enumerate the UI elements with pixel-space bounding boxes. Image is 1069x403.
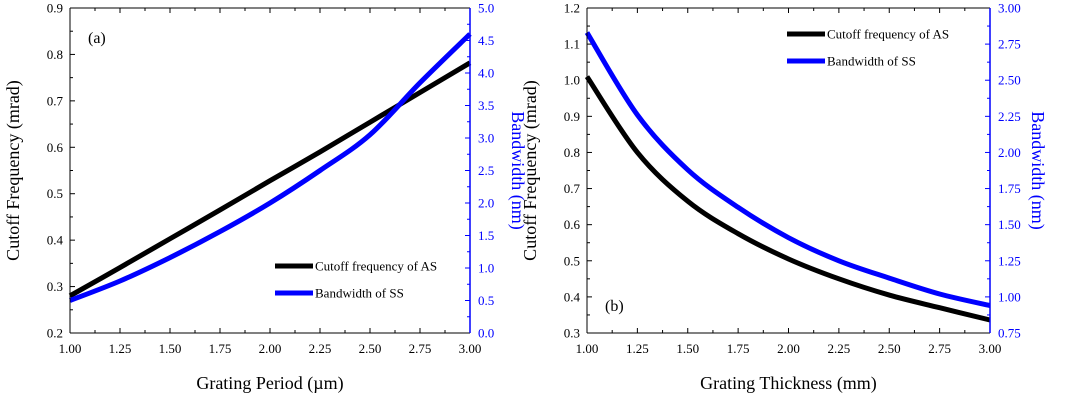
x-tick-label: 1.25 xyxy=(109,341,132,356)
y-tick-label: 0.9 xyxy=(564,109,580,124)
y-axis-title: Cutoff Frequency (mrad) xyxy=(520,80,541,261)
y-tick-label: 1.0 xyxy=(564,73,580,88)
y-tick-label: 0.9 xyxy=(47,1,63,16)
y-tick-label: 0.5 xyxy=(47,186,63,201)
x-tick-label: 2.50 xyxy=(359,341,382,356)
x-axis-title: Grating Thickness (mm) xyxy=(700,373,877,394)
y2-tick-label: 0.0 xyxy=(478,326,494,341)
y2-tick-label: 4.5 xyxy=(478,33,494,48)
series-line-1 xyxy=(584,75,991,323)
y-tick-label: 0.2 xyxy=(47,326,63,341)
y2-tick-label: 1.00 xyxy=(998,289,1021,304)
x-tick-label: 2.25 xyxy=(309,341,332,356)
y-tick-label: 0.6 xyxy=(47,140,64,155)
x-tick-label: 2.75 xyxy=(409,341,432,356)
y-tick-label: 0.4 xyxy=(564,289,581,304)
y-tick-label: 1.1 xyxy=(564,37,580,52)
x-tick-label: 1.50 xyxy=(676,341,699,356)
x-tick-label: 1.75 xyxy=(727,341,750,356)
x-axis-title: Grating Period (µm) xyxy=(196,373,343,394)
y-tick-label: 0.6 xyxy=(564,217,581,232)
y-tick-label: 0.8 xyxy=(564,145,580,160)
x-tick-label: 1.25 xyxy=(626,341,649,356)
y2-tick-label: 5.0 xyxy=(478,1,494,16)
y2-tick-label: 2.0 xyxy=(478,196,494,211)
y2-tick-label: 3.0 xyxy=(478,131,494,146)
y2-tick-label: 1.50 xyxy=(998,217,1021,232)
y2-axis-title: Bandwidth (nm) xyxy=(1027,111,1048,230)
y2-tick-label: 1.25 xyxy=(998,253,1021,268)
y2-tick-label: 0.75 xyxy=(998,326,1021,341)
x-tick-label: 2.00 xyxy=(777,341,800,356)
y-tick-label: 0.5 xyxy=(564,253,580,268)
x-tick-label: 1.00 xyxy=(576,341,599,356)
y2-axis-title: Bandwidth (nm) xyxy=(507,111,528,230)
y2-tick-label: 3.00 xyxy=(998,1,1021,16)
y-axis-title: Cutoff Frequency (mrad) xyxy=(3,80,24,261)
x-tick-label: 3.00 xyxy=(459,341,482,356)
x-tick-label: 3.00 xyxy=(979,341,1002,356)
y2-tick-label: 2.5 xyxy=(478,163,494,178)
legend-label: Bandwidth of SS xyxy=(827,54,916,69)
x-tick-label: 2.00 xyxy=(259,341,282,356)
y2-tick-label: 2.50 xyxy=(998,73,1021,88)
x-tick-label: 1.50 xyxy=(159,341,182,356)
y2-tick-label: 3.5 xyxy=(478,98,494,113)
y2-tick-label: 2.25 xyxy=(998,109,1021,124)
y2-tick-label: 1.0 xyxy=(478,261,494,276)
panel-label: (a) xyxy=(88,30,106,47)
y2-tick-label: 4.0 xyxy=(478,66,494,81)
chart-panel-1: 1.00 1.25 1.50 1.75 2.00 2.25 2.50 2.75 3.00 0.2 0… xyxy=(3,1,528,395)
y2-tick-label: 1.5 xyxy=(478,228,494,243)
y2-tick-label: 1.75 xyxy=(998,181,1021,196)
y-tick-label: 1.2 xyxy=(564,1,580,16)
x-tick-label: 2.75 xyxy=(928,341,951,356)
panel-label: (b) xyxy=(605,298,624,315)
series-line-2 xyxy=(69,32,472,303)
x-tick-label: 2.25 xyxy=(828,341,851,356)
y-tick-label: 0.4 xyxy=(47,233,64,248)
x-tick-label: 1.00 xyxy=(59,341,82,356)
y-tick-label: 0.3 xyxy=(564,326,580,341)
y-tick-label: 0.3 xyxy=(47,279,63,294)
y-tick-label: 0.7 xyxy=(47,93,64,108)
legend-label: Bandwidth of SS xyxy=(315,286,404,301)
y2-tick-label: 2.00 xyxy=(998,145,1021,160)
y-tick-label: 0.7 xyxy=(564,181,581,196)
y2-tick-label: 0.5 xyxy=(478,293,494,308)
y-tick-label: 0.8 xyxy=(47,47,63,62)
chart-panel-2: 1.00 1.25 1.50 1.75 2.00 2.25 2.50 2.75 3.00 0.3 0… xyxy=(520,1,1048,395)
y2-tick-label: 2.75 xyxy=(998,37,1021,52)
x-tick-label: 1.75 xyxy=(209,341,232,356)
series-line-2 xyxy=(584,31,991,308)
x-tick-label: 2.50 xyxy=(878,341,901,356)
legend-label: Cutoff frequency of AS xyxy=(315,259,437,274)
legend-label: Cutoff frequency of AS xyxy=(827,27,949,42)
